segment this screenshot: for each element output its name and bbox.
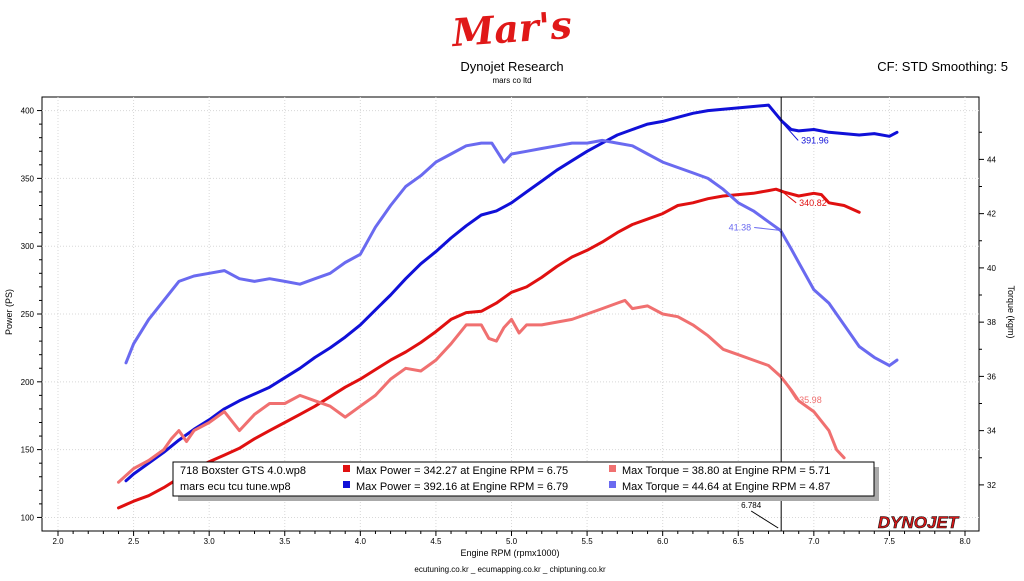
x-tick-label: 6.5 xyxy=(733,537,745,546)
stock-power-line xyxy=(117,187,861,510)
rpm-cursor-pointer xyxy=(750,510,779,529)
y2-tick-label: 38 xyxy=(987,318,996,327)
dynojet-logo: DYNOJET xyxy=(878,513,960,532)
y2-tick-label: 44 xyxy=(987,155,996,164)
legend-swatch-stock-power xyxy=(343,465,350,472)
cursor-layer: 6.784 391.96 340.82 41.38 35.98 xyxy=(729,97,829,531)
y2-tick-label: 40 xyxy=(987,264,996,273)
y2-tick-label: 42 xyxy=(987,210,996,219)
x-tick-label: 4.5 xyxy=(430,537,442,546)
axes: 2.0 2.5 3.0 3.5 4.0 4.5 5.0 5.5 6.0 6.5 7.0 7.5 8.0 1… xyxy=(21,107,997,546)
y2-tick-label: 34 xyxy=(987,427,996,436)
mars-logo: Mar's xyxy=(449,2,574,55)
y-tick-label: 350 xyxy=(21,174,35,183)
footer-credits: ecutuning.co.kr _ ecumapping.co.kr _ chi… xyxy=(414,565,606,574)
legend: 718 Boxster GTS 4.0.wp8 mars ecu tcu tun… xyxy=(172,461,879,501)
y2-tick-label: 32 xyxy=(987,481,996,490)
x-tick-label: 3.5 xyxy=(279,537,291,546)
y-axis-label: Power (PS) xyxy=(4,289,14,335)
x-tick-label: 8.0 xyxy=(959,537,971,546)
y-tick-label: 300 xyxy=(21,242,35,251)
chart-title: Dynojet Research xyxy=(460,59,563,74)
x-tick-label: 5.5 xyxy=(582,537,594,546)
legend-tuned-max-torque: Max Torque = 44.64 at Engine RPM = 4.87 xyxy=(622,481,830,493)
cursor-value-pointer xyxy=(780,190,797,204)
y2-axis-label: Torque (kgm) xyxy=(1006,285,1016,338)
rpm-cursor-label: 6.784 xyxy=(741,501,762,510)
legend-stock-max-power: Max Power = 342.27 at Engine RPM = 6.75 xyxy=(356,465,568,477)
x-tick-label: 6.0 xyxy=(657,537,669,546)
legend-tuned-max-power: Max Power = 392.16 at Engine RPM = 6.79 xyxy=(356,481,568,493)
chart-subtitle: mars co ltd xyxy=(492,76,531,85)
y-tick-label: 250 xyxy=(21,310,35,319)
y-tick-label: 150 xyxy=(21,446,35,455)
x-tick-label: 2.0 xyxy=(52,537,64,546)
settings-label: CF: STD Smoothing: 5 xyxy=(877,59,1008,74)
cursor-value-pointer xyxy=(780,376,797,401)
legend-box xyxy=(172,461,875,497)
cursor-value-label: 340.82 xyxy=(799,198,827,208)
x-tick-label: 7.5 xyxy=(884,537,896,546)
stock-torque-line xyxy=(117,298,846,484)
legend-stock-max-torque: Max Torque = 38.80 at Engine RPM = 5.71 xyxy=(622,465,830,477)
tuned-power-line xyxy=(124,103,899,483)
y-tick-label: 100 xyxy=(21,513,35,522)
legend-run-1: 718 Boxster GTS 4.0.wp8 xyxy=(180,465,306,477)
cursor-value-label: 391.96 xyxy=(801,135,829,145)
y-tick-label: 200 xyxy=(21,378,35,387)
legend-run-2: mars ecu tcu tune.wp8 xyxy=(180,481,291,493)
x-tick-label: 4.0 xyxy=(355,537,367,546)
legend-swatch-tuned-torque xyxy=(609,481,616,488)
x-tick-label: 7.0 xyxy=(808,537,820,546)
x-axis-label: Engine RPM (rpmx1000) xyxy=(460,548,559,558)
cursor-value-pointer xyxy=(754,226,782,231)
cursor-value-label: 41.38 xyxy=(729,222,752,232)
legend-swatch-tuned-power xyxy=(343,481,350,488)
x-tick-label: 2.5 xyxy=(128,537,140,546)
cursor-value-label: 35.98 xyxy=(799,395,822,405)
y2-tick-label: 36 xyxy=(987,372,996,381)
x-tick-label: 3.0 xyxy=(204,537,216,546)
cursor-value-pointer xyxy=(780,121,799,141)
x-tick-label: 5.0 xyxy=(506,537,518,546)
y-tick-label: 400 xyxy=(21,107,35,116)
legend-swatch-stock-torque xyxy=(609,465,616,472)
